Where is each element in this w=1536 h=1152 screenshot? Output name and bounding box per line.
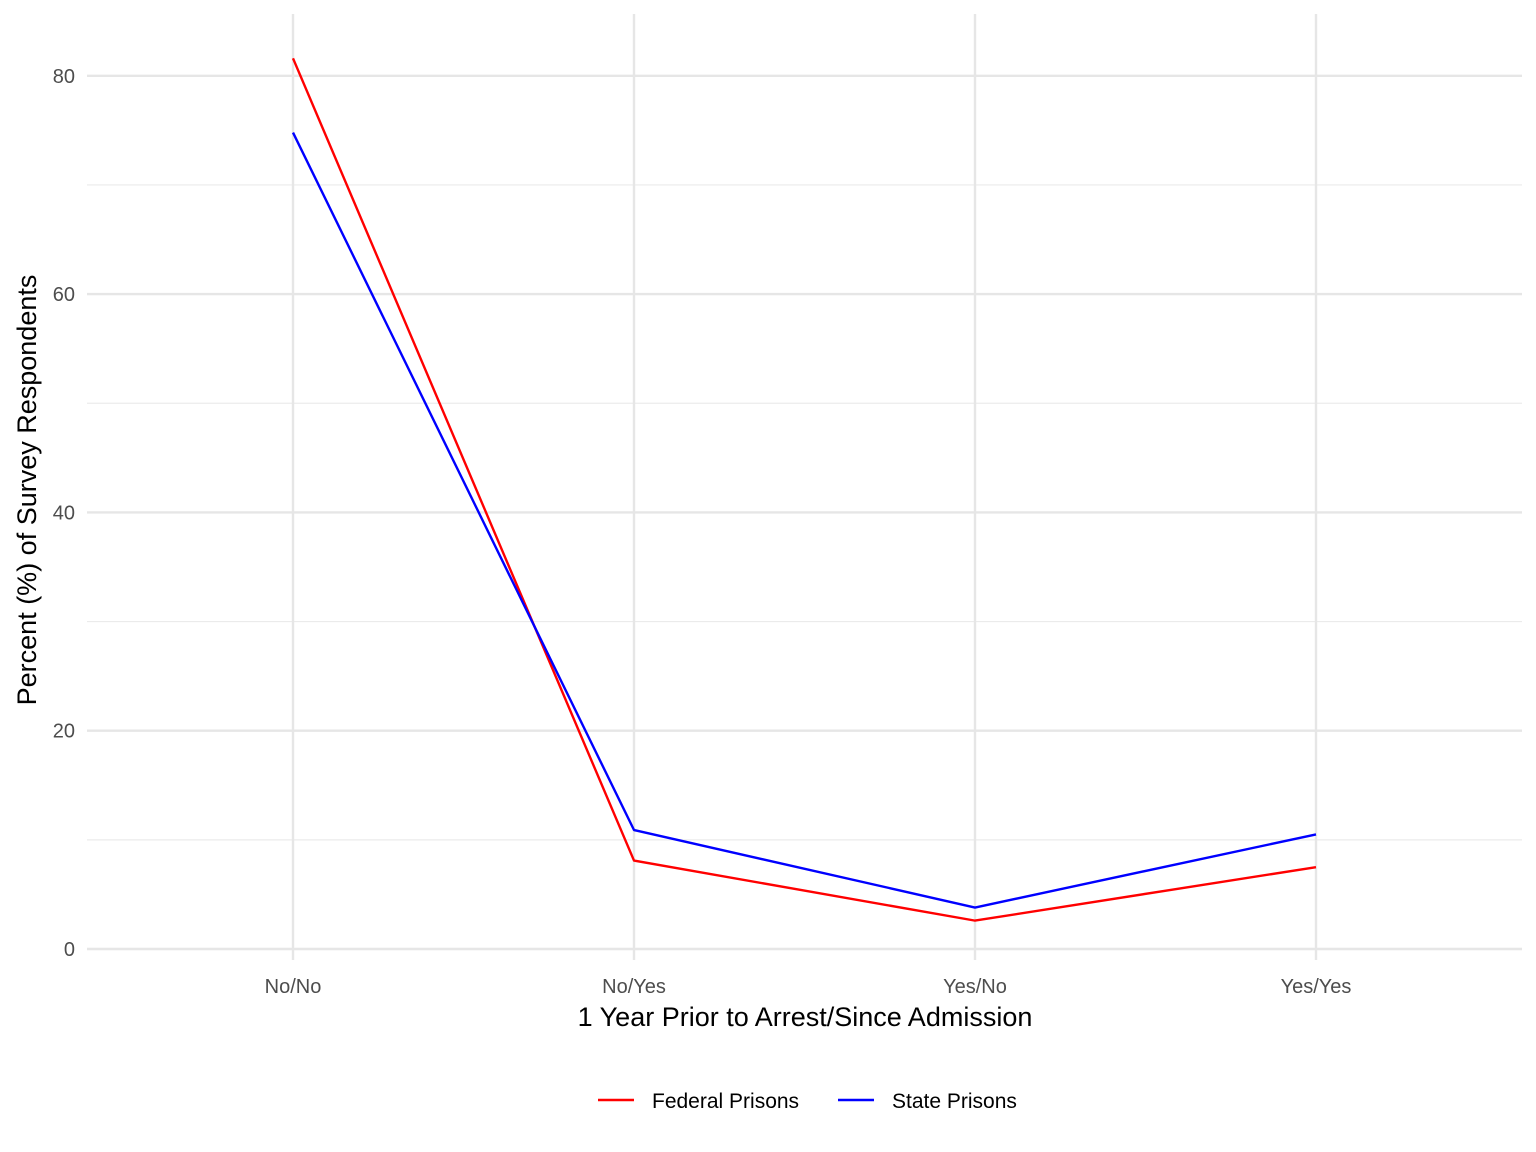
series-lines: [291, 57, 1317, 922]
x-tick-label: No/No: [265, 976, 322, 998]
legend-label: Federal Prisons: [652, 1090, 799, 1113]
x-tick-label: Yes/No: [943, 976, 1007, 998]
y-axis-title: Percent (%) of Survey Respondents: [12, 275, 42, 706]
y-tick-label: 0: [64, 939, 75, 961]
y-tick-label: 40: [53, 502, 75, 524]
x-axis-tick-labels: No/No No/Yes Yes/No Yes/Yes: [265, 976, 1352, 998]
y-tick-label: 80: [53, 66, 75, 88]
y-axis-tick-labels: 0 20 40 60 80: [53, 66, 75, 961]
y-tick-label: 60: [53, 284, 75, 306]
legend-label: State Prisons: [892, 1090, 1017, 1113]
minor-gridlines: [87, 184, 1522, 841]
x-axis-title: 1 Year Prior to Arrest/Since Admission: [578, 1002, 1033, 1032]
x-tick-label: Yes/Yes: [1281, 976, 1352, 998]
x-tick-label: No/Yes: [602, 976, 666, 998]
legend: Federal Prisons State Prisons: [598, 1090, 1017, 1113]
y-tick-label: 20: [53, 721, 75, 743]
series-line: [291, 132, 1317, 909]
series-line: [291, 57, 1317, 922]
major-gridlines: [87, 14, 1522, 960]
